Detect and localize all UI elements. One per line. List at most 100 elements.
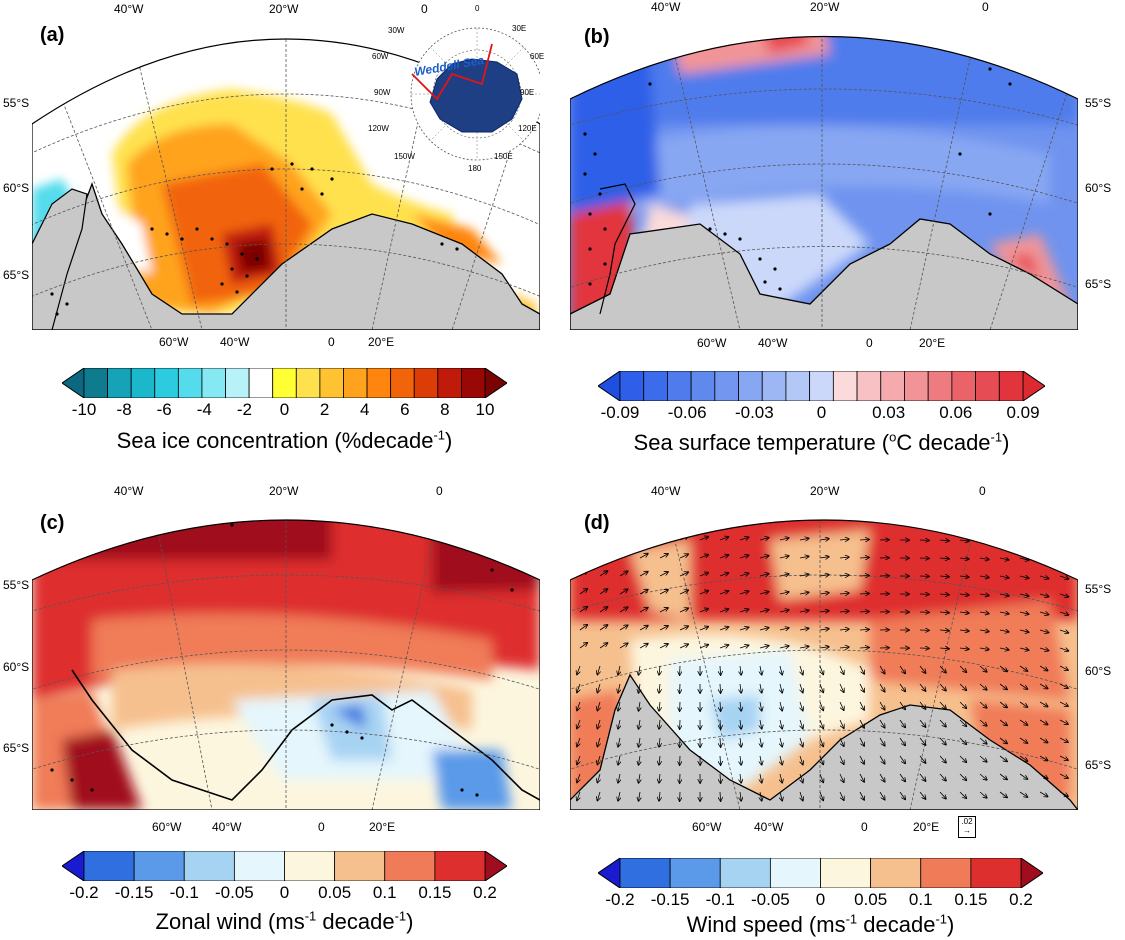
colorbar-a-bin xyxy=(461,367,486,399)
wind-vector-arrow xyxy=(1019,576,1029,578)
colorbar-a-tick-label: 6 xyxy=(400,400,410,419)
wind-vector-arrow xyxy=(739,645,749,648)
wind-vector-arrow xyxy=(959,755,966,762)
wind-vector-arrow xyxy=(639,572,648,577)
wind-vector-arrow xyxy=(939,719,946,727)
wind-vector-arrow xyxy=(959,665,966,672)
wind-vector-arrow xyxy=(820,683,823,692)
wind-vector-arrow xyxy=(839,665,844,674)
wind-vector-arrow xyxy=(839,575,849,576)
b-bot-lon-60w: 60°W xyxy=(697,336,727,350)
c-bot-lon-0: 0 xyxy=(318,820,325,834)
c-top-lon-20w: 20°W xyxy=(269,484,299,498)
wind-vector-arrow xyxy=(819,539,829,540)
colorbar-b-bin xyxy=(880,370,905,402)
wind-vector-arrow xyxy=(599,553,608,559)
wind-vector-arrow xyxy=(919,773,926,781)
wind-vector-arrow xyxy=(1019,683,1027,689)
wind-vector-arrow xyxy=(939,594,949,595)
wind-vector-arrow xyxy=(679,626,688,631)
wind-vector-arrow xyxy=(1039,683,1048,689)
wind-vector-arrow xyxy=(1019,773,1027,779)
wind-vector-arrow xyxy=(597,755,600,765)
wind-vector-arrow xyxy=(619,625,628,631)
wind-vector-arrow xyxy=(577,755,580,765)
wind-vector-arrow xyxy=(599,643,608,649)
wind-vector-arrow xyxy=(597,683,600,693)
panel-a-sea-ice: (a) Weddell Sea 30W 0 30E 60W 60E 90W 90… xyxy=(32,4,544,330)
wind-vector-arrow xyxy=(599,535,608,541)
colorbar-c-tick-label: -0.05 xyxy=(215,883,254,902)
cbar-d-title-sup: -1 xyxy=(845,911,858,927)
wind-vector-arrow xyxy=(899,791,905,799)
wind-vector-arrow xyxy=(800,755,803,765)
colorbar-a-svg xyxy=(61,367,508,399)
colorbar-d-title: Wind speed (ms-1 decade-1) xyxy=(598,912,1043,938)
wind-vector-arrow xyxy=(759,592,769,594)
colorbar-c-tick-label: 0.1 xyxy=(372,883,397,902)
colorbar-b-tick-label: -0.09 xyxy=(600,403,640,422)
colorbar-c-tick-label: 0 xyxy=(279,883,290,902)
wind-vector-arrow xyxy=(959,648,969,649)
wind-vector-arrow xyxy=(919,755,926,763)
wind-vector-arrow xyxy=(839,611,849,612)
wind-vector-arrow xyxy=(780,773,782,783)
colorbar-c-bin xyxy=(434,850,486,882)
colorbar-a-tick-label: -4 xyxy=(196,400,212,419)
b-top-lon-20w: 20°W xyxy=(810,0,840,14)
colorbar-a-bin xyxy=(248,367,274,399)
inset-lon-30w: 30W xyxy=(388,26,405,35)
reference-vector-box: .02 → xyxy=(958,816,976,838)
wind-vector-arrow xyxy=(959,773,966,780)
b-top-lon-40w: 40°W xyxy=(651,0,681,14)
wind-vector-arrow xyxy=(639,719,641,729)
wind-vector-arrow xyxy=(639,590,648,595)
wind-vector-arrow xyxy=(879,737,885,746)
wind-vector-arrow xyxy=(939,576,949,577)
wind-vector-arrow xyxy=(800,719,803,729)
wind-vector-arrow xyxy=(639,683,641,693)
wind-vector-arrow xyxy=(679,554,688,559)
wind-vector-arrow xyxy=(1019,540,1029,542)
wind-vector-arrow xyxy=(618,701,620,711)
wind-vector-arrow xyxy=(839,737,844,746)
colorbar-zonal-wind: -0.2 -0.15 -0.1 -0.05 0 0.05 0.1 0.15 0.2 xyxy=(61,850,508,902)
colorbar-b-bin xyxy=(785,370,811,402)
colorbar-b-bin xyxy=(856,370,882,402)
c-top-lon-40w: 40°W xyxy=(114,484,144,498)
wind-vector-arrow xyxy=(979,791,987,798)
wind-vector-arrow xyxy=(577,773,580,783)
reference-vector-label: .02 xyxy=(961,817,973,826)
wind-vector-arrow xyxy=(659,773,660,783)
c-bot-lon-60w: 60°W xyxy=(152,820,182,834)
wind-vector-arrow xyxy=(1059,701,1068,706)
wind-vector-arrow xyxy=(1039,630,1049,633)
colorbar-b-bin xyxy=(998,370,1024,402)
d-lat-65s: 65°S xyxy=(1085,758,1112,772)
colorbar-d-tick-label: 0 xyxy=(815,890,826,909)
colorbar-c-tick-label: -0.1 xyxy=(169,883,199,902)
colorbar-c-tick-label: 0.05 xyxy=(318,883,352,902)
wind-vector-arrow xyxy=(720,773,721,783)
wind-vector-arrow xyxy=(639,737,641,747)
wind-vector-arrow xyxy=(800,737,803,747)
wind-vector-arrow xyxy=(939,612,949,613)
wind-vector-arrow xyxy=(799,646,809,648)
inset-lon-60e: 60E xyxy=(530,52,545,61)
colorbar-c-bin xyxy=(284,850,336,882)
wind-vector-arrow xyxy=(740,755,741,765)
wind-vector-arrow xyxy=(999,612,1009,614)
wind-vector-arrow xyxy=(839,755,844,764)
wind-vector-arrow xyxy=(779,556,789,558)
wind-vector-arrow xyxy=(639,554,648,559)
wind-vector-arrow xyxy=(939,773,946,781)
significance-stippling xyxy=(583,52,1012,291)
wind-vector-arrow xyxy=(599,571,608,577)
wind-vector-arrow xyxy=(659,683,660,693)
wind-vector-arrow xyxy=(639,755,641,765)
cbar-c-title-end: ) xyxy=(406,909,414,934)
wind-vector-arrow xyxy=(597,737,600,747)
wind-vector-arrow xyxy=(618,719,620,729)
wind-vector-arrow xyxy=(799,538,809,540)
wind-vector-arrow xyxy=(1039,737,1048,743)
